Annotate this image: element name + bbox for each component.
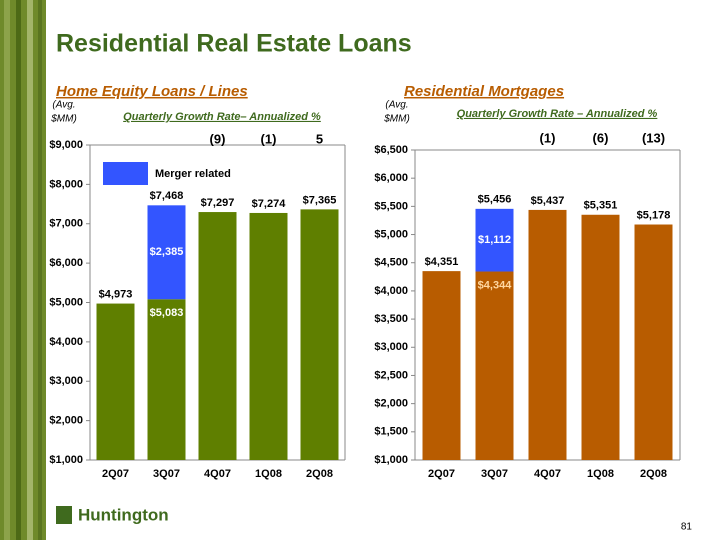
bar-segment [475, 271, 514, 460]
total-label: $7,468 [150, 190, 184, 202]
y-tick-label: $8,000 [49, 178, 83, 190]
y-tick-label: $5,000 [374, 228, 408, 240]
y-tick-label: $1,500 [374, 426, 408, 438]
y-tick-label: $6,500 [374, 144, 408, 156]
subtitle: Quarterly Growth Rate– Annualized % [123, 111, 321, 123]
x-tick-label: 4Q07 [534, 468, 561, 480]
y-tick-label: $4,000 [374, 285, 408, 297]
y-axis-label: (Avg. [52, 100, 75, 111]
y-tick-label: $4,500 [374, 257, 408, 269]
total-label: $5,437 [531, 195, 565, 207]
logo: Huntington [56, 505, 169, 524]
x-tick-label: 3Q07 [153, 468, 180, 480]
x-tick-label: 2Q07 [428, 468, 455, 480]
bar-segment [581, 214, 620, 460]
y-tick-label: $6,000 [374, 172, 408, 184]
subtitle: Quarterly Growth Rate – Annualized % [457, 108, 658, 120]
y-tick-label: $3,000 [49, 375, 83, 387]
segment-label: $4,344 [478, 279, 513, 291]
slide-title: Residential Real Estate Loans [56, 30, 412, 58]
total-label: $5,456 [478, 194, 512, 206]
y-tick-label: $4,000 [49, 336, 83, 348]
x-tick-label: 3Q07 [481, 468, 508, 480]
growth-label: (13) [642, 130, 665, 145]
logo-text: Huntington [78, 505, 169, 524]
border-stripe [38, 0, 42, 540]
y-tick-label: $3,000 [374, 341, 408, 353]
growth-label: (1) [540, 130, 556, 145]
y-axis-label: (Avg. [385, 100, 408, 111]
border-stripe [4, 0, 10, 540]
total-label: $5,351 [584, 200, 618, 212]
x-tick-label: 4Q07 [204, 468, 231, 480]
y-tick-label: $5,500 [374, 200, 408, 212]
y-tick-label: $6,000 [49, 257, 83, 269]
growth-label: (9) [210, 131, 226, 146]
border-stripe [16, 0, 21, 540]
legend-swatch [103, 162, 148, 185]
total-label: $4,973 [99, 288, 133, 300]
total-label: $7,365 [303, 194, 337, 206]
section-title: Residential Mortgages [404, 83, 564, 100]
segment-label: $5,083 [150, 307, 184, 319]
x-tick-label: 2Q07 [102, 468, 129, 480]
logo-mark [56, 506, 72, 524]
y-tick-label: $3,500 [374, 313, 408, 325]
growth-label: 5 [316, 131, 323, 146]
growth-label: (1) [261, 131, 277, 146]
side-border [0, 0, 46, 540]
bar-segment [147, 299, 186, 460]
y-axis-label: $MM) [50, 114, 77, 125]
y-axis-label: $MM) [383, 114, 410, 125]
bar-segment [198, 212, 237, 460]
x-tick-label: 1Q08 [255, 468, 282, 480]
segment-label: $1,112 [478, 234, 511, 246]
y-tick-label: $1,000 [374, 454, 408, 466]
page-number: 81 [681, 522, 693, 533]
bar-segment [528, 209, 567, 460]
total-label: $4,351 [425, 256, 459, 268]
bar-segment [634, 224, 673, 460]
y-tick-label: $9,000 [49, 139, 83, 151]
total-label: $7,297 [201, 197, 235, 209]
y-tick-label: $2,000 [49, 415, 83, 427]
bar-segment [422, 271, 461, 460]
x-tick-label: 2Q08 [640, 468, 667, 480]
y-tick-label: $1,000 [49, 454, 83, 466]
bar-segment [475, 208, 514, 272]
border-stripe [27, 0, 33, 540]
y-tick-label: $2,000 [374, 398, 408, 410]
total-label: $5,178 [637, 209, 671, 221]
bar-segment [96, 303, 135, 460]
total-label: $7,274 [252, 198, 287, 210]
y-tick-label: $5,000 [49, 296, 83, 308]
section-title: Home Equity Loans / Lines [56, 83, 248, 100]
legend-label: Merger related [155, 168, 231, 180]
bar-segment [147, 205, 186, 300]
growth-label: (6) [593, 130, 609, 145]
bar-segment [249, 212, 288, 460]
bar-segment [300, 209, 339, 460]
x-tick-label: 2Q08 [306, 468, 333, 480]
x-tick-label: 1Q08 [587, 468, 614, 480]
y-tick-label: $2,500 [374, 369, 408, 381]
y-tick-label: $7,000 [49, 218, 83, 230]
segment-label: $2,385 [150, 246, 184, 258]
